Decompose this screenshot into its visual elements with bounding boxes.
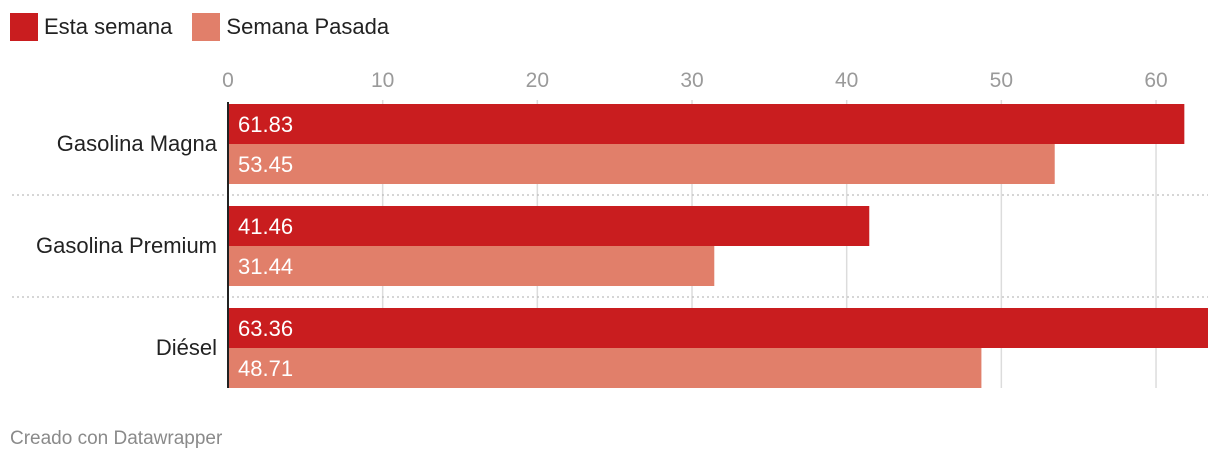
legend: Esta semana Semana Pasada <box>10 12 409 42</box>
bar-esta-semana-gasolina-magna <box>228 104 1185 144</box>
legend-swatch-esta-semana <box>10 13 38 41</box>
bar-esta-semana-gasolina-premium <box>228 206 870 246</box>
legend-label-esta-semana: Esta semana <box>44 14 173 39</box>
legend-swatch-semana-pasada <box>192 13 221 41</box>
x-tick-label-0: 0 <box>222 69 234 92</box>
category-label-gasolina-magna: Gasolina Magna <box>57 131 218 156</box>
x-tick-label-60: 60 <box>1144 69 1167 92</box>
bar-semana-pasada-gasolina-premium <box>228 246 715 286</box>
legend-item-semana-pasada: Semana Pasada <box>192 13 389 41</box>
value-label: 48.71 <box>238 356 293 381</box>
x-tick-label-50: 50 <box>990 69 1013 92</box>
category-label-gasolina-premium: Gasolina Premium <box>36 233 217 258</box>
value-label: 53.45 <box>238 152 293 177</box>
x-tick-label-10: 10 <box>371 69 394 92</box>
x-tick-label-30: 30 <box>680 69 703 92</box>
bar-semana-pasada-diesel <box>228 348 982 388</box>
value-label: 63.36 <box>238 316 293 341</box>
value-label: 61.83 <box>238 112 293 137</box>
bar-esta-semana-diesel <box>228 308 1208 348</box>
legend-label-semana-pasada: Semana Pasada <box>226 14 390 39</box>
value-label: 41.46 <box>238 214 293 239</box>
x-tick-label-20: 20 <box>526 69 549 92</box>
x-tick-label-40: 40 <box>835 69 858 92</box>
bar-semana-pasada-gasolina-magna <box>228 144 1055 184</box>
category-label-diesel: Diésel <box>156 335 217 360</box>
value-label: 31.44 <box>238 254 293 279</box>
footer-credit[interactable]: Creado con Datawrapper <box>10 428 223 449</box>
legend-item-esta-semana: Esta semana <box>10 13 172 41</box>
